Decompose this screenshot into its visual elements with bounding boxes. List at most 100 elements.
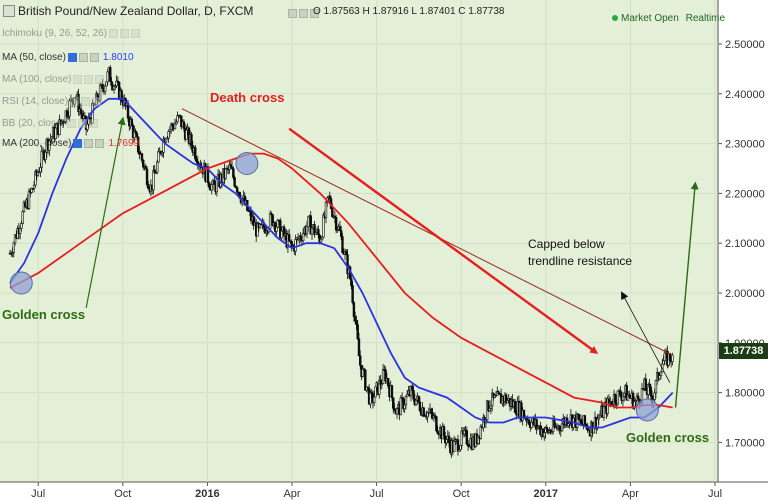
close-icon[interactable]	[92, 96, 102, 106]
candle-body	[513, 401, 517, 413]
candle-body	[135, 132, 139, 138]
x-tick-label: Apr	[283, 488, 300, 500]
close-icon[interactable]	[95, 138, 105, 148]
x-tick-label: 2016	[195, 488, 219, 500]
candle-body	[317, 229, 320, 236]
candle-body	[20, 223, 23, 229]
candle-body	[310, 227, 314, 235]
indicator-row[interactable]: MA (200, close) 1.7699	[2, 138, 139, 149]
settings-icon[interactable]	[299, 9, 308, 19]
candle-body	[101, 84, 104, 90]
close-icon[interactable]	[89, 52, 99, 62]
candle-body	[331, 208, 334, 217]
eye-icon[interactable]	[73, 74, 83, 84]
settings-icon[interactable]	[84, 74, 94, 84]
eye-icon[interactable]	[109, 28, 119, 38]
x-tick-label: 2017	[534, 488, 558, 500]
candle-body	[345, 251, 348, 255]
candle-body	[459, 445, 462, 451]
candle-body	[390, 385, 394, 398]
candle-body	[497, 391, 500, 394]
candle-body	[98, 85, 102, 101]
candle-body	[206, 166, 210, 184]
ohlc-values: O 1.87563 H 1.87916 L 1.87401 C 1.87738	[313, 6, 505, 17]
candle-body	[133, 130, 136, 139]
close-icon[interactable]	[88, 118, 98, 128]
settings-icon[interactable]	[84, 138, 94, 148]
indicator-label: BB (20, close)	[2, 118, 65, 129]
indicator-row[interactable]: BB (20, close)	[2, 118, 98, 129]
close-icon[interactable]	[131, 28, 141, 38]
candle-body	[654, 380, 658, 394]
settings-icon[interactable]	[77, 118, 87, 128]
market-open-dot-icon	[612, 15, 618, 22]
candle-body	[305, 226, 309, 235]
settings-icon[interactable]	[78, 52, 88, 62]
candle-body	[106, 71, 109, 83]
candle-body	[235, 187, 239, 193]
candle-body	[658, 375, 661, 380]
candle-body	[44, 151, 47, 160]
candle-body	[456, 439, 460, 452]
candle-body	[506, 400, 509, 404]
candle-body	[58, 119, 61, 135]
candle-body	[36, 171, 40, 176]
close-icon[interactable]	[310, 9, 319, 19]
candle-body	[70, 98, 74, 103]
candle-body	[460, 430, 463, 446]
indicator-row[interactable]: RSI (14, close)	[2, 96, 102, 107]
candle-body	[663, 352, 667, 362]
candle-body	[77, 93, 80, 113]
chart-menu-icon[interactable]	[3, 5, 15, 17]
candle-body	[644, 378, 647, 391]
indicator-row[interactable]: Ichimoku (9, 26, 52, 26)	[2, 28, 141, 39]
eye-icon[interactable]	[66, 118, 76, 128]
y-tick-label: 2.10000	[725, 238, 765, 250]
candle-body	[545, 427, 548, 430]
candle-body	[422, 407, 425, 417]
candle-body	[341, 236, 344, 253]
candle-body	[12, 242, 16, 253]
candle-body	[156, 161, 159, 173]
price-axis-panel	[718, 0, 768, 501]
settings-icon[interactable]	[81, 96, 91, 106]
candle-body	[374, 386, 377, 398]
candle-body	[328, 195, 331, 200]
eye-icon[interactable]	[73, 138, 83, 148]
candle-body	[352, 302, 356, 317]
candle-body	[610, 401, 613, 405]
candle-body	[185, 129, 188, 140]
candles	[8, 65, 674, 458]
indicator-row[interactable]: MA (50, close) 1.8010	[2, 52, 134, 63]
candle-body	[614, 394, 617, 404]
candle-body	[287, 234, 291, 242]
indicator-row[interactable]: MA (100, close)	[2, 74, 105, 85]
eye-icon[interactable]	[70, 96, 80, 106]
y-tick-label: 2.30000	[725, 139, 765, 151]
settings-icon[interactable]	[120, 28, 130, 38]
indicator-label: RSI (14, close)	[2, 96, 69, 107]
candle-body	[395, 408, 399, 415]
candle-body	[392, 397, 395, 409]
candle-body	[309, 215, 312, 235]
candle-body	[18, 228, 22, 234]
candle-body	[351, 285, 354, 303]
candle-body	[418, 401, 422, 411]
golden-cross-arrow-left	[85, 116, 126, 309]
y-tick-label: 1.80000	[725, 388, 765, 400]
candle-body	[134, 130, 137, 134]
realtime-label: Realtime	[685, 13, 726, 24]
candle-body	[208, 182, 211, 188]
close-icon[interactable]	[95, 74, 105, 84]
candle-body	[386, 378, 390, 387]
candle-body	[40, 150, 43, 168]
candle-body	[224, 168, 227, 179]
candle-body	[162, 138, 165, 153]
eye-icon[interactable]	[288, 9, 297, 19]
eye-icon[interactable]	[67, 52, 77, 62]
candle-body	[357, 338, 361, 357]
candle-body	[258, 223, 262, 228]
